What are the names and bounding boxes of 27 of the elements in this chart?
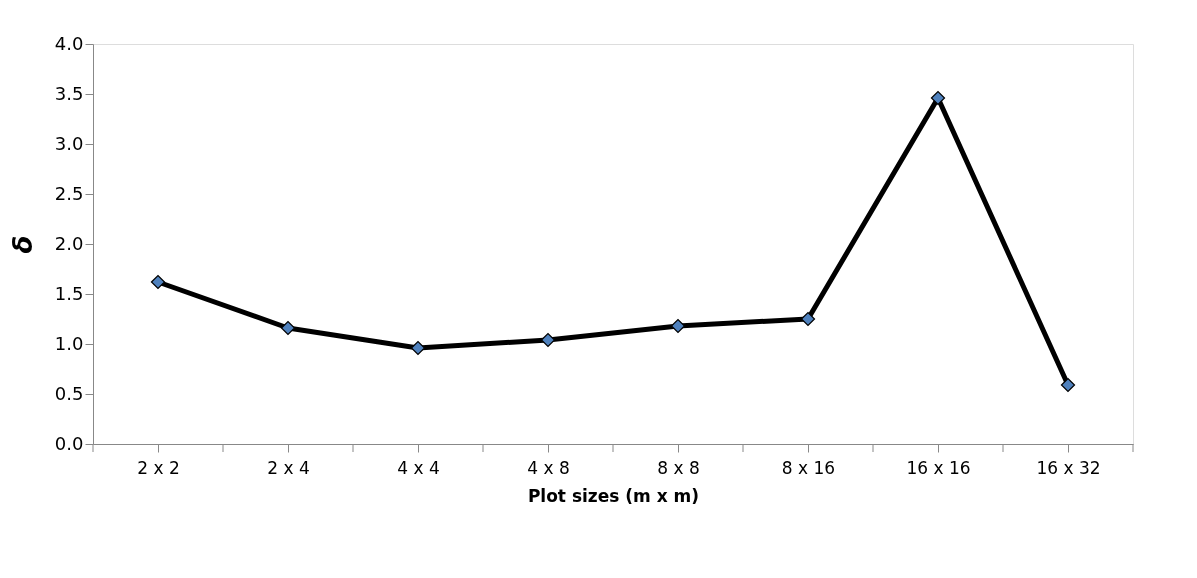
y-tick-label: 4.0 xyxy=(54,32,84,54)
x-tick-label: 2 x 2 xyxy=(137,457,180,478)
point xyxy=(410,340,426,356)
y-tick-label: 1.0 xyxy=(54,332,84,354)
y-tick-label: 2.5 xyxy=(54,182,84,204)
x-tick-label: 16 x 16 xyxy=(906,457,971,478)
y-tick-label: 1.5 xyxy=(54,282,84,304)
y-tick-label: 2.0 xyxy=(54,232,84,254)
y-axis-title: δ xyxy=(7,235,38,254)
x-tick-label: 16 x 32 xyxy=(1036,457,1101,478)
point xyxy=(280,320,296,336)
y-tick-label: 0.5 xyxy=(54,382,84,404)
y-tick-label: 3.5 xyxy=(54,82,84,104)
point xyxy=(670,318,686,334)
point xyxy=(800,311,816,327)
x-tick-label: 4 x 8 xyxy=(527,457,570,478)
x-tick-label: 2 x 4 xyxy=(267,457,310,478)
x-axis-title: Plot sizes (m x m) xyxy=(527,485,700,506)
point xyxy=(150,274,166,290)
x-tick-label: 8 x 8 xyxy=(657,457,700,478)
x-tick-label: 8 x 16 xyxy=(781,457,836,478)
point xyxy=(1060,377,1076,393)
point xyxy=(540,332,556,348)
point xyxy=(930,90,946,106)
x-tick-label: 4 x 4 xyxy=(397,457,440,478)
y-tick-label: 0.0 xyxy=(54,432,84,454)
y-tick-label: 3.0 xyxy=(54,132,84,154)
